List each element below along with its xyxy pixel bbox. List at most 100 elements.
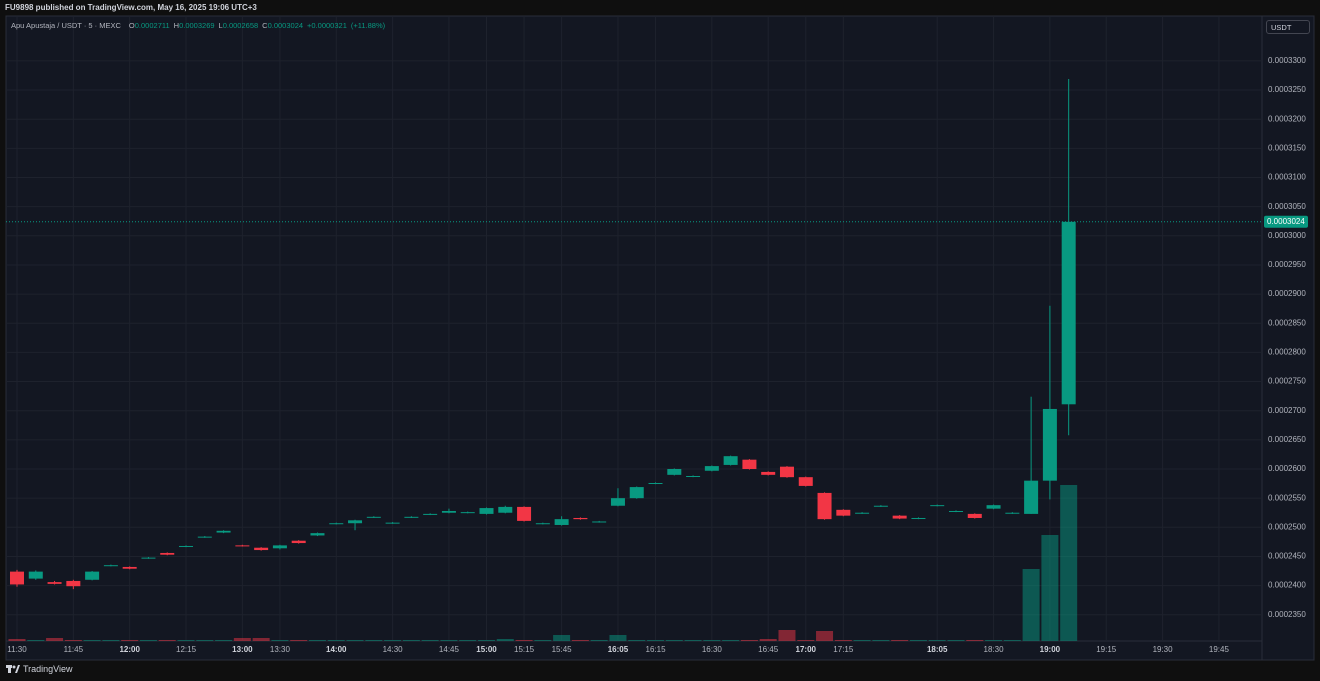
y-tick-label: 0.0002750 [1268, 377, 1306, 386]
volume-bar [1003, 640, 1021, 641]
volume-bar [233, 638, 251, 641]
volume-bar [215, 640, 233, 641]
x-tick-label: 11:45 [64, 645, 84, 654]
volume-bar [440, 640, 458, 641]
ohlc-item: O0.0002711 [129, 21, 170, 30]
volume-bar [496, 639, 514, 641]
change: +0.0000321 [307, 21, 347, 30]
candle-body [686, 476, 701, 478]
y-tick-label: 0.0002500 [1268, 522, 1306, 531]
volume-bar [722, 640, 740, 641]
candle-body [535, 523, 550, 525]
volume-bar [290, 640, 308, 641]
tv-logo [6, 664, 20, 673]
volume-bar [308, 640, 326, 641]
candle-body [197, 536, 212, 538]
candle-body [573, 517, 588, 520]
candle-body [610, 498, 625, 506]
x-tick-label: 16:15 [646, 645, 667, 654]
y-tick-label: 0.0002700 [1268, 406, 1306, 415]
candle-body [1005, 512, 1020, 514]
currency-button[interactable]: USDT [1266, 20, 1310, 34]
x-tick-label: 12:00 [119, 645, 140, 654]
symbol-legend: Apu Apustaja / USDT · 5 · MEXC O0.0002711… [11, 21, 385, 30]
candle-body [216, 530, 231, 533]
ohlc-value: 0.0002711 [134, 21, 170, 30]
candle-body [66, 580, 81, 587]
candle-body [103, 565, 118, 567]
candle-body [479, 508, 494, 514]
candle-body [742, 459, 757, 470]
volume-bar [459, 640, 477, 641]
y-tick-label: 0.0003050 [1268, 202, 1306, 211]
ohlc-label: O [128, 21, 135, 30]
volume-bar [64, 640, 82, 641]
volume-bar [121, 640, 139, 641]
x-tick-label: 13:00 [232, 645, 253, 654]
candle-body [441, 510, 456, 513]
candle-body [949, 510, 963, 512]
candle-body [122, 566, 137, 569]
volume-bar [384, 640, 402, 641]
candle-body [554, 519, 569, 525]
x-tick-label: 12:15 [176, 645, 197, 654]
x-tick-label: 15:00 [476, 645, 497, 654]
volume-bar [609, 635, 627, 641]
candle-body [836, 509, 851, 516]
candle-body [761, 471, 776, 475]
ohlc-item: L0.0002658 [219, 21, 259, 30]
volume-bar [684, 640, 702, 641]
y-tick-label: 0.0003300 [1268, 56, 1306, 65]
y-tick-label: 0.0002450 [1268, 552, 1306, 561]
candle-body [366, 516, 381, 518]
candle-body [385, 522, 400, 524]
x-tick-label: 19:00 [1040, 645, 1061, 654]
candle-body [629, 487, 644, 499]
candle-body [1042, 408, 1057, 481]
x-tick-label: 15:45 [552, 645, 573, 654]
y-tick-label: 0.0002950 [1268, 260, 1306, 269]
candle-body [892, 515, 907, 519]
candle-body [648, 483, 663, 485]
volume-bar [346, 640, 364, 641]
candle-body [779, 466, 794, 478]
y-tick-label: 0.0003200 [1268, 114, 1306, 123]
volume-bar [1041, 535, 1059, 641]
x-tick-label: 16:05 [608, 645, 629, 654]
y-tick-label: 0.0002650 [1268, 435, 1306, 444]
x-tick-label: 17:15 [833, 645, 854, 654]
candle-body [704, 466, 719, 471]
candle-body [1024, 480, 1039, 514]
brand: TradingView [23, 664, 73, 674]
y-tick-label: 0.0003150 [1268, 143, 1306, 152]
candle-body [235, 545, 250, 547]
candle-body [348, 520, 363, 524]
candle-body [291, 540, 306, 544]
volume-bar [515, 640, 533, 641]
y-tick-label: 0.0002350 [1268, 610, 1306, 619]
candle-body [855, 512, 870, 514]
candle-body [47, 582, 62, 584]
candle-body [160, 552, 175, 555]
candle-body [873, 505, 888, 507]
volume-bar [1022, 569, 1040, 641]
volume-bar [647, 640, 665, 641]
volume-bar [327, 640, 345, 641]
volume-bar [158, 640, 176, 641]
x-tick-label: 19:45 [1209, 645, 1230, 654]
candle-body [460, 512, 475, 514]
volume-bar [703, 640, 721, 641]
volume-bar [909, 640, 927, 641]
volume-bar [891, 640, 909, 641]
volume-bar [553, 635, 571, 641]
volume-bar [816, 631, 834, 641]
candle-body [911, 517, 926, 519]
volume-bar [8, 639, 26, 641]
volume-bar [778, 630, 796, 641]
candle-body [423, 513, 438, 515]
x-tick-label: 19:15 [1096, 645, 1117, 654]
volume-bar [402, 640, 420, 641]
candle-body [10, 571, 24, 585]
